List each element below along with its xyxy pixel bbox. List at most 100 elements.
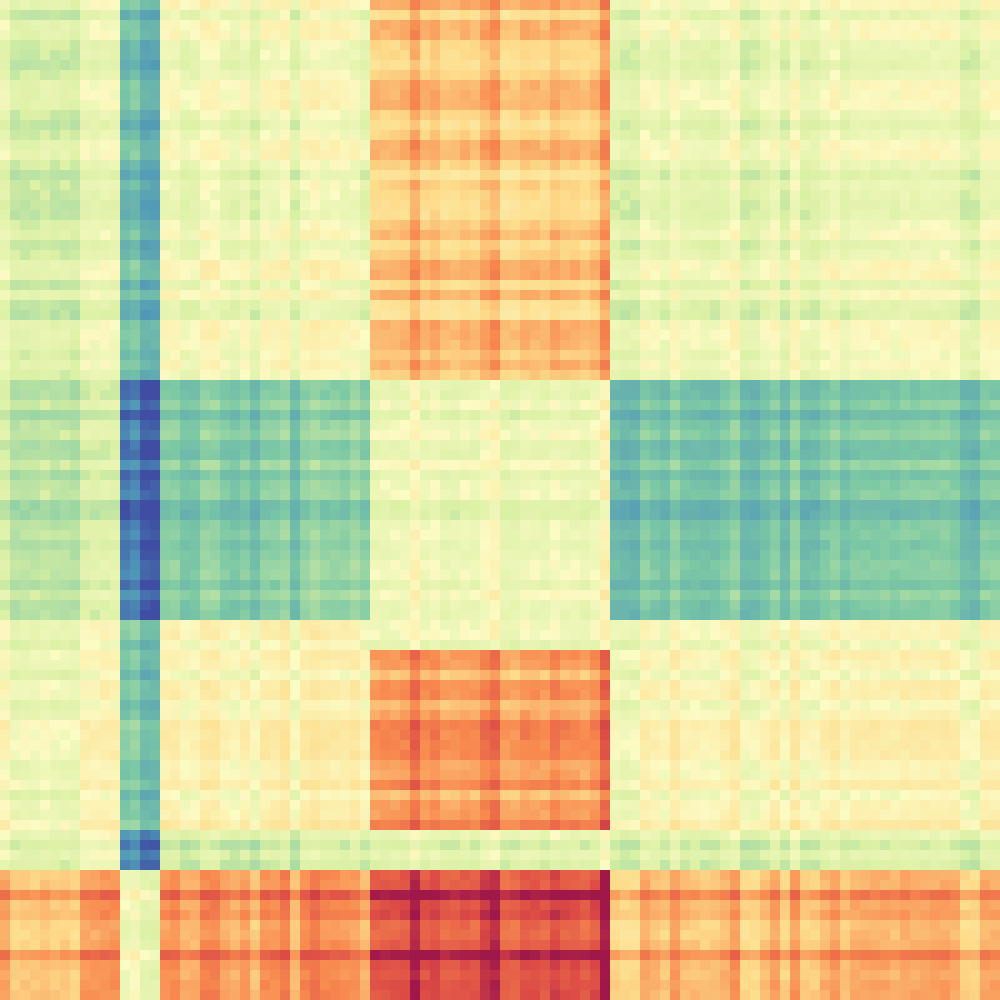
heatmap-cell	[450, 310, 461, 321]
heatmap-cell	[490, 220, 501, 231]
heatmap-cell	[140, 370, 151, 381]
heatmap-cell	[880, 180, 891, 191]
heatmap-cell	[120, 120, 131, 131]
heatmap-cell	[310, 360, 321, 371]
heatmap-cell	[450, 0, 461, 11]
heatmap-cell	[660, 360, 671, 371]
heatmap-cell	[610, 100, 621, 111]
heatmap-cell	[770, 40, 781, 51]
heatmap-cell	[790, 120, 801, 131]
heatmap-cell	[960, 230, 971, 241]
heatmap-cell	[230, 110, 241, 121]
heatmap-cell	[240, 400, 251, 411]
heatmap-cell	[140, 330, 151, 341]
heatmap-cell	[350, 20, 361, 31]
heatmap-cell	[10, 200, 21, 211]
heatmap-cell	[50, 360, 61, 371]
heatmap-cell	[890, 100, 901, 111]
heatmap-cell	[410, 210, 421, 221]
heatmap-cell	[300, 430, 311, 441]
heatmap-cell	[950, 190, 961, 201]
heatmap-cell	[670, 20, 681, 31]
heatmap-cell	[240, 90, 251, 101]
heatmap-cell	[570, 20, 581, 31]
heatmap-cell	[120, 30, 131, 41]
heatmap-cell	[280, 390, 291, 401]
heatmap-cell	[230, 220, 241, 231]
heatmap-cell	[610, 10, 621, 21]
heatmap-cell	[940, 340, 951, 351]
heatmap-cell	[560, 490, 571, 501]
heatmap-cell	[950, 290, 961, 301]
heatmap-cell	[220, 350, 231, 361]
heatmap-cell	[770, 470, 781, 481]
heatmap-cell	[200, 460, 211, 471]
heatmap-cell	[220, 390, 231, 401]
heatmap-cell	[360, 20, 371, 31]
heatmap-cell	[170, 0, 181, 11]
heatmap-cell	[270, 140, 281, 151]
heatmap-cell	[560, 250, 571, 261]
heatmap-cell	[540, 110, 551, 121]
heatmap-cell	[860, 270, 871, 281]
heatmap-cell	[860, 240, 871, 251]
heatmap-cell	[350, 390, 361, 401]
heatmap-cell	[840, 250, 851, 261]
heatmap-cell	[550, 110, 561, 121]
heatmap-cell	[260, 430, 271, 441]
heatmap-cell	[430, 250, 441, 261]
heatmap-cell	[620, 250, 631, 261]
heatmap-cell	[60, 270, 71, 281]
heatmap-cell	[870, 40, 881, 51]
heatmap-cell	[30, 100, 41, 111]
heatmap-cell	[320, 450, 331, 461]
heatmap-cell	[20, 10, 31, 21]
heatmap-cell	[820, 240, 831, 251]
heatmap-cell	[10, 120, 21, 131]
heatmap-cell	[310, 150, 321, 161]
heatmap-cell	[260, 320, 271, 331]
heatmap-cell	[710, 480, 721, 491]
heatmap-cell	[410, 130, 421, 141]
heatmap-cell	[700, 290, 711, 301]
heatmap-cell	[980, 0, 991, 11]
heatmap-cell	[350, 10, 361, 21]
heatmap-cell	[680, 320, 691, 331]
heatmap-cell	[230, 270, 241, 281]
heatmap-cell	[560, 100, 571, 111]
heatmap-cell	[0, 470, 11, 481]
heatmap-cell	[380, 480, 391, 491]
heatmap-cell	[600, 110, 611, 121]
heatmap-cell	[340, 310, 351, 321]
heatmap-cell	[60, 140, 71, 151]
heatmap-cell	[490, 390, 501, 401]
heatmap-cell	[170, 130, 181, 141]
heatmap-cell	[70, 240, 81, 251]
heatmap-cell	[350, 120, 361, 131]
heatmap-cell	[30, 360, 41, 371]
heatmap-cell	[450, 50, 461, 61]
heatmap-cell	[750, 20, 761, 31]
heatmap-cell	[80, 30, 91, 41]
heatmap-cell	[420, 90, 431, 101]
heatmap-cell	[250, 410, 261, 421]
heatmap-cell	[680, 90, 691, 101]
heatmap-cell	[930, 10, 941, 21]
heatmap-cell	[690, 120, 701, 131]
heatmap-cell	[500, 270, 511, 281]
heatmap-cell	[280, 40, 291, 51]
heatmap-cell	[0, 70, 11, 81]
heatmap-cell	[0, 370, 11, 381]
heatmap-cell	[840, 320, 851, 331]
heatmap-cell	[100, 240, 111, 251]
heatmap-cell	[430, 170, 441, 181]
heatmap-cell	[630, 480, 641, 491]
heatmap-cell	[440, 410, 451, 421]
heatmap-cell	[360, 70, 371, 81]
heatmap-cell	[120, 150, 131, 161]
heatmap-cell	[260, 30, 271, 41]
heatmap-cell	[550, 470, 561, 481]
heatmap-cell	[170, 390, 181, 401]
heatmap-cell	[900, 470, 911, 481]
heatmap-cell	[920, 170, 931, 181]
